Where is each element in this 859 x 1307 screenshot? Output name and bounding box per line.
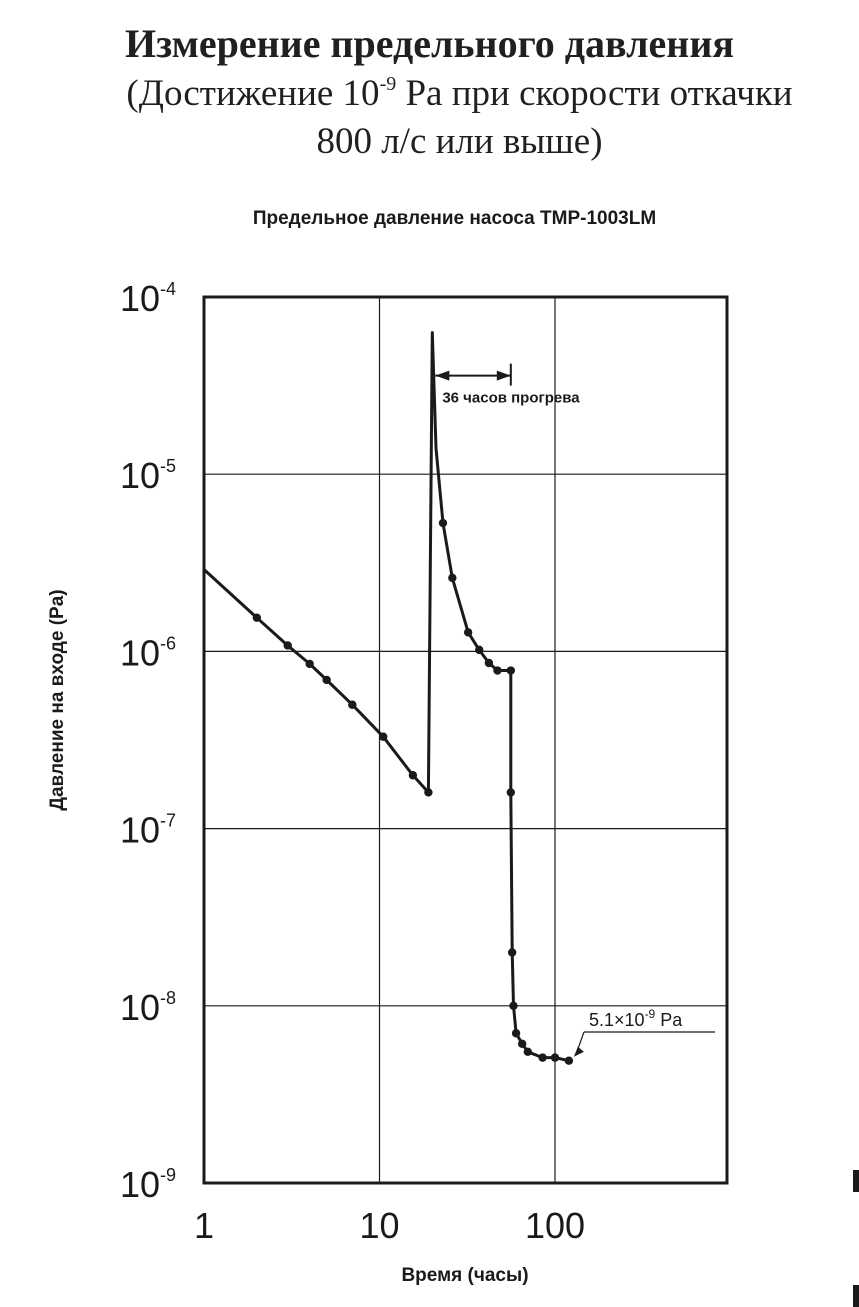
- data-point: [463, 628, 473, 637]
- data-point: [322, 675, 331, 685]
- page-title: Измерение предельного давления: [124, 21, 735, 66]
- page-header: Измерение предельного давления (Достижен…: [0, 18, 859, 166]
- bakeout-arrowhead-right: [496, 370, 511, 381]
- final-pressure-arrowhead: [573, 1046, 584, 1057]
- final-pressure-annotation: 5.1×10-9 Pa: [589, 1007, 683, 1030]
- y-tick-label: 10-8: [120, 987, 176, 1028]
- data-point: [252, 613, 262, 622]
- data-point: [305, 659, 314, 669]
- data-point: [506, 788, 516, 797]
- data-point: [493, 666, 502, 675]
- bakeout-arrowhead-left: [435, 370, 450, 381]
- data-point: [511, 1029, 521, 1038]
- data-point: [283, 641, 292, 650]
- y-tick-label: 10-5: [120, 455, 176, 496]
- y-tick-label: 10-7: [120, 810, 176, 851]
- x-axis-label: Время (часы): [401, 1265, 528, 1286]
- subtitle-line1-pre: (Достижение 10: [126, 73, 380, 114]
- data-point: [517, 1039, 527, 1049]
- y-tick-label: 10-4: [120, 278, 176, 319]
- data-point: [424, 788, 433, 797]
- edge-mark: [853, 1170, 859, 1192]
- data-point: [408, 771, 418, 780]
- data-point: [448, 573, 457, 583]
- data-point: [564, 1056, 574, 1065]
- data-point: [438, 518, 448, 528]
- data-point: [523, 1047, 533, 1057]
- data-point: [550, 1053, 560, 1062]
- page-subtitle: (Достижение 10-9 Pa при скорости откачки…: [0, 70, 859, 166]
- subtitle-line2: 800 л/с или выше): [316, 121, 603, 162]
- x-tick-label: 1: [194, 1205, 214, 1246]
- x-tick-label: 10: [359, 1205, 399, 1246]
- y-axis-label: Давление на входе (Pa): [47, 589, 68, 810]
- bakeout-annotation: 36 часов прогрева: [442, 390, 580, 407]
- y-tick-label: 10-9: [120, 1164, 176, 1205]
- subtitle-exponent: -9: [379, 73, 397, 95]
- data-point: [475, 645, 484, 655]
- y-tick-label: 10-6: [120, 632, 176, 673]
- chart-title: Предельное давление насоса TMP-1003LM: [252, 208, 657, 229]
- data-point: [348, 700, 357, 709]
- plot-frame: [202, 295, 729, 1185]
- data-point: [507, 948, 517, 957]
- subtitle-line1-post: Pa при скорости откачки: [396, 73, 793, 114]
- data-point: [379, 732, 388, 741]
- data-point: [484, 658, 494, 668]
- data-point: [538, 1053, 547, 1062]
- data-point: [506, 666, 516, 675]
- data-point: [509, 1001, 518, 1010]
- x-tick-label: 100: [525, 1205, 585, 1246]
- edge-mark: [853, 1285, 859, 1307]
